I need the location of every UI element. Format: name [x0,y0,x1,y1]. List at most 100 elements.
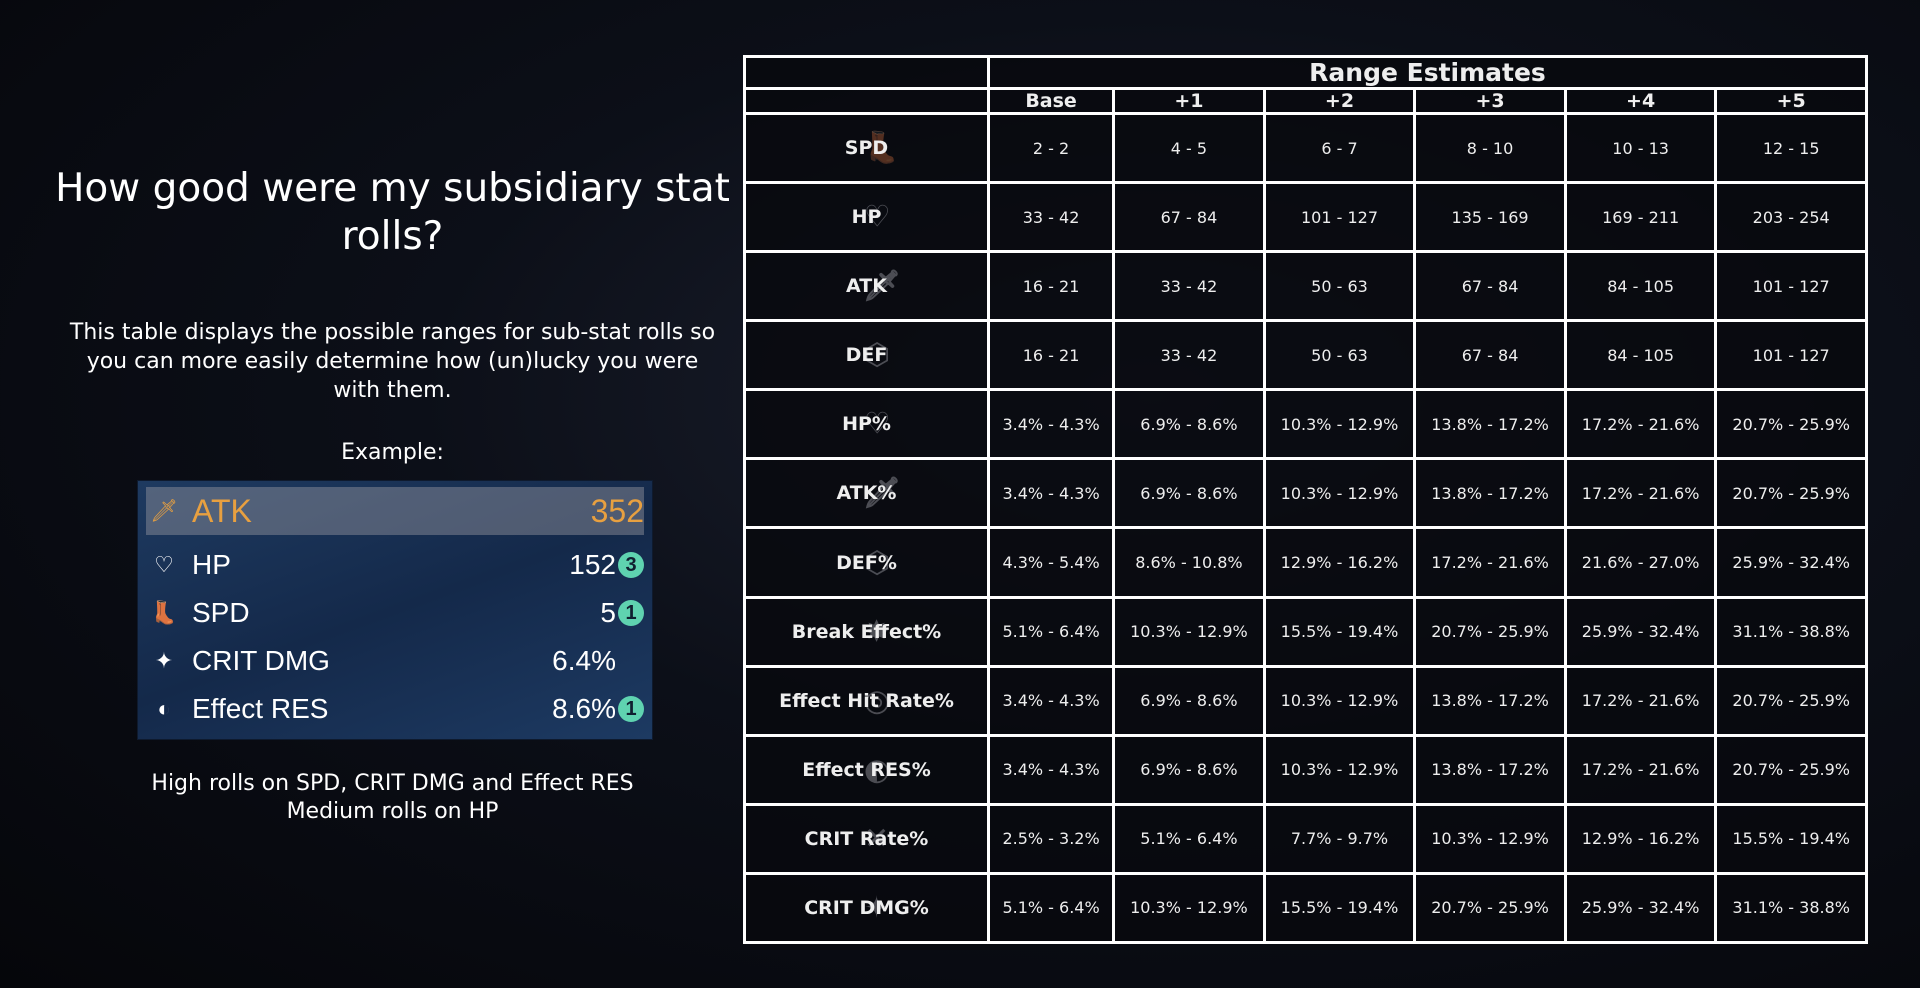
range-cell: 169 - 211 [1563,181,1718,254]
range-cell: 21.6% - 27.0% [1563,526,1718,599]
range-cell: 20.7% - 25.9% [1714,457,1868,530]
range-cell: 67 - 84 [1112,181,1266,254]
stat-name: Effect Hit Rate% [779,689,954,712]
table-row: 🗡 ATK% 3.4% - 4.3% 6.9% - 8.6% 10.3% - 12.9%… [743,457,1868,530]
stat-name: Effect RES% [802,758,931,781]
range-cell: 17.2% - 21.6% [1413,526,1567,599]
main-stat-name: ATK [192,492,252,529]
table-row: ✦ CRIT DMG% 5.1% - 6.4% 10.3% - 12.9% 15.5% … [743,871,1868,945]
stat-name: HP% [842,413,891,436]
range-cell: 15.5% - 19.4% [1262,595,1417,668]
range-cell: 6.9% - 8.6% [1112,733,1266,806]
table-row: 🗡 ATK 16 - 21 33 - 42 50 - 63 67 - 84 84 - 105… [743,250,1868,323]
sub-stat-value: 5 [600,597,616,628]
sub-stat-name: Effect RES [192,693,329,724]
range-cell: 101 - 127 [1262,181,1417,254]
roll-count-badge: 1 [618,600,644,626]
summary: High rolls on SPD, CRIT DMG and Effect R… [40,770,745,826]
range-cell: 31.1% - 38.8% [1714,595,1868,668]
range-cell: 5.1% - 6.4% [986,871,1116,945]
summary-line: Medium rolls on HP [286,799,499,824]
stat-label-cell: ✦ CRIT DMG% [743,871,990,945]
stat-label-cell: ✸ Break Effect% [743,595,990,668]
main-stat-row: 🗡 ATK 352 [146,487,644,535]
range-cell: 17.2% - 21.6% [1563,733,1718,806]
table-row: ♡ HP% 3.4% - 4.3% 6.9% - 8.6% 10.3% - 12.9% 1… [743,388,1868,461]
roll-count-badge: 1 [618,696,644,722]
sub-stat-row: ◐ Effect RES 8.6% 1 [146,685,644,733]
range-cell: 33 - 42 [986,181,1116,254]
range-cell: 50 - 63 [1262,319,1417,392]
table-row: ✸ Break Effect% 5.1% - 6.4% 10.3% - 12.9% 15… [743,595,1868,668]
range-cell: 31.1% - 38.8% [1714,871,1868,945]
range-cell: 10.3% - 12.9% [1262,664,1417,737]
range-cell: 3.4% - 4.3% [986,388,1116,461]
stat-label-cell: 👢 SPD [743,111,990,185]
range-cell: 25.9% - 32.4% [1563,871,1718,945]
example-relic-stats: 🗡 ATK 352 ♡ HP 152 3 👢 SPD 5 1 ✦ CRIT DMG 6.… [137,480,653,740]
stat-name: Break Effect% [791,620,942,643]
range-cell: 17.2% - 21.6% [1563,664,1718,737]
range-cell: 20.7% - 25.9% [1413,595,1567,668]
example-label: Example: [341,440,444,465]
stat-label-cell: ♡ HP% [743,388,990,461]
range-cell: 33 - 42 [1112,319,1266,392]
stat-name: SPD [844,137,889,160]
sub-stat-row: ♡ HP 152 3 [146,541,644,589]
range-cell: 25.9% - 32.4% [1563,595,1718,668]
description: This table displays the possible ranges … [69,320,716,403]
stat-name: DEF% [836,551,897,574]
column-header: +2 [1262,87,1417,115]
range-cell: 10 - 13 [1563,111,1718,185]
stat-label-cell: 🗡 ATK [743,250,990,323]
range-cell: 12.9% - 16.2% [1563,802,1718,875]
range-cell: 50 - 63 [1262,250,1417,323]
range-cell: 5.1% - 6.4% [1112,802,1266,875]
sub-stat-name: HP [192,549,231,580]
stat-name: CRIT DMG% [804,896,929,919]
range-cell: 101 - 127 [1714,319,1868,392]
stat-name: ATK% [836,482,897,505]
corner-cell [743,87,990,115]
range-cell: 101 - 127 [1714,250,1868,323]
range-cell: 6 - 7 [1262,111,1417,185]
range-cell: 3.4% - 4.3% [986,457,1116,530]
stat-label-cell: ◐ Effect RES% [743,733,990,806]
range-cell: 15.5% - 19.4% [1714,802,1868,875]
table-title: Range Estimates [987,55,1868,90]
range-cell: 4.3% - 5.4% [986,526,1116,599]
table-title-row: Range Estimates [743,55,1868,90]
sub-stat-value: 6.4% [552,645,616,676]
table-row: ♡ HP 33 - 42 67 - 84 101 - 127 135 - 169 169 -… [743,181,1868,254]
sword-icon: 🗡 [150,498,178,523]
sub-stat-name: SPD [192,597,250,628]
column-header: +1 [1112,87,1266,115]
range-cell: 25.9% - 32.4% [1714,526,1868,599]
range-cell: 13.8% - 17.2% [1413,388,1567,461]
table-row: ⬡ DEF 16 - 21 33 - 42 50 - 63 67 - 84 84 - 105… [743,319,1868,392]
range-cell: 6.9% - 8.6% [1112,664,1266,737]
range-cell: 13.8% - 17.2% [1413,733,1567,806]
range-cell: 17.2% - 21.6% [1563,388,1718,461]
range-cell: 10.3% - 12.9% [1112,871,1266,945]
range-cell: 12.9% - 16.2% [1262,526,1417,599]
stat-label-cell: ♡ HP [743,181,990,254]
range-cell: 10.3% - 12.9% [1262,388,1417,461]
range-cell: 10.3% - 12.9% [1262,457,1417,530]
sub-stat-name: CRIT DMG [192,645,330,676]
sub-stat-row: ✦ CRIT DMG 6.4% [146,637,644,685]
range-cell: 4 - 5 [1112,111,1266,185]
sub-stat-value: 152 [569,549,616,580]
range-cell: 10.3% - 12.9% [1413,802,1567,875]
main-stat-value: 352 [590,492,644,529]
column-header: +3 [1413,87,1567,115]
range-cell: 6.9% - 8.6% [1112,457,1266,530]
range-cell: 3.4% - 4.3% [986,733,1116,806]
stat-label-cell: ◎ Effect Hit Rate% [743,664,990,737]
stat-label-cell: ⬡ DEF [743,319,990,392]
range-cell: 17.2% - 21.6% [1563,457,1718,530]
range-cell: 67 - 84 [1413,250,1567,323]
range-cell: 20.7% - 25.9% [1714,733,1868,806]
